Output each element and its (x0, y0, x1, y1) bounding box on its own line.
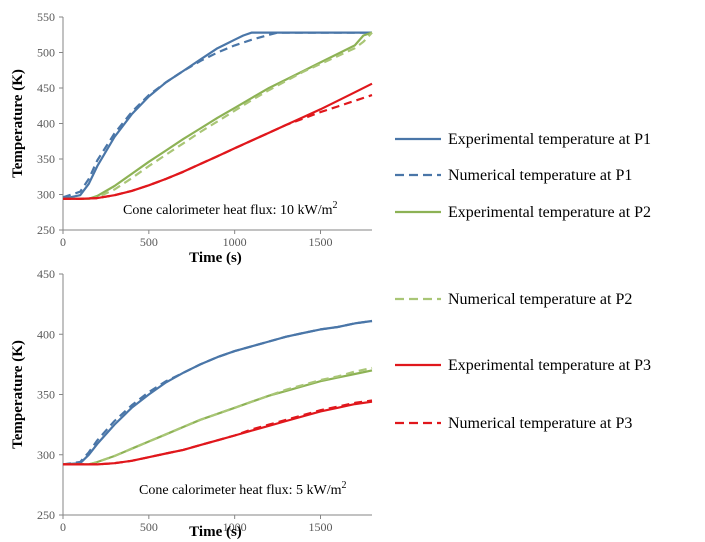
chart-top-10kw: 250 300 350 400 450 500 550 0 500 1000 1500 Time (s… (10, 10, 373, 266)
legend-label: Experimental temperature at P2 (448, 204, 651, 221)
legend-label: Experimental temperature at P3 (448, 357, 651, 374)
series-line-exp_p2 (63, 31, 373, 200)
y-tick-label: 500 (37, 46, 55, 60)
x-tick-label: 0 (60, 520, 66, 534)
y-tick-label: 450 (37, 267, 55, 281)
y-tick-label: 400 (37, 327, 55, 341)
x-tick-label: 500 (140, 235, 158, 249)
x-tick-label: 1500 (309, 520, 333, 534)
series-line-exp_p3 (63, 400, 373, 466)
x-tick-label: 0 (60, 235, 66, 249)
series-line-exp_p1 (62, 31, 372, 200)
series-line-num_p3 (63, 94, 373, 200)
legend-label: Numerical temperature at P2 (448, 291, 632, 308)
y-tick-label: 550 (37, 10, 55, 24)
x-axis-title: Time (s) (189, 250, 242, 266)
heat-flux-superscript: 2 (333, 200, 338, 211)
series-line-num_p3 (63, 399, 373, 466)
legend-label: Numerical temperature at P3 (448, 415, 632, 432)
series-line-num_p2 (63, 366, 373, 466)
series-line-num_p1 (62, 319, 373, 466)
series-line-num_p1 (62, 31, 372, 199)
y-tick-label: 250 (37, 223, 55, 237)
heat-flux-text: Cone calorimeter heat flux: 5 kW/m (139, 483, 342, 498)
heat-flux-text: Cone calorimeter heat flux: 10 kW/m (123, 203, 333, 218)
legend-label: Experimental temperature at P1 (448, 131, 651, 148)
legend: Experimental temperature at P1 Numerical … (395, 131, 651, 432)
y-axis-title: Temperature (K) (10, 340, 26, 449)
y-tick-label: 300 (37, 448, 55, 462)
x-tick-label: 1000 (223, 520, 247, 534)
y-tick-label: 350 (37, 152, 55, 166)
series-line-exp_p1 (62, 319, 373, 466)
y-tick-label: 450 (37, 81, 55, 95)
y-axis-title: Temperature (K) (10, 69, 26, 178)
x-axis-title: Time (s) (189, 524, 242, 540)
series-line-exp_p2 (63, 369, 373, 466)
legend-label: Numerical temperature at P1 (448, 167, 632, 184)
y-tick-label: 350 (37, 388, 55, 402)
y-tick-label: 400 (37, 117, 55, 131)
heat-flux-annotation: Cone calorimeter heat flux: 10 kW/m2 (123, 200, 338, 218)
series-line-num_p2 (63, 31, 373, 200)
heat-flux-superscript: 2 (342, 480, 347, 491)
x-tick-label: 1500 (309, 235, 333, 249)
x-tick-label: 1000 (223, 235, 247, 249)
y-tick-label: 300 (37, 188, 55, 202)
heat-flux-annotation: Cone calorimeter heat flux: 5 kW/m2 (139, 480, 347, 498)
series-line-exp_p3 (63, 82, 373, 200)
y-tick-label: 250 (37, 508, 55, 522)
chart-bottom-5kw: 250 300 350 400 450 0 500 1000 1500 Time (s) Tempe… (10, 267, 373, 540)
x-tick-label: 500 (140, 520, 158, 534)
